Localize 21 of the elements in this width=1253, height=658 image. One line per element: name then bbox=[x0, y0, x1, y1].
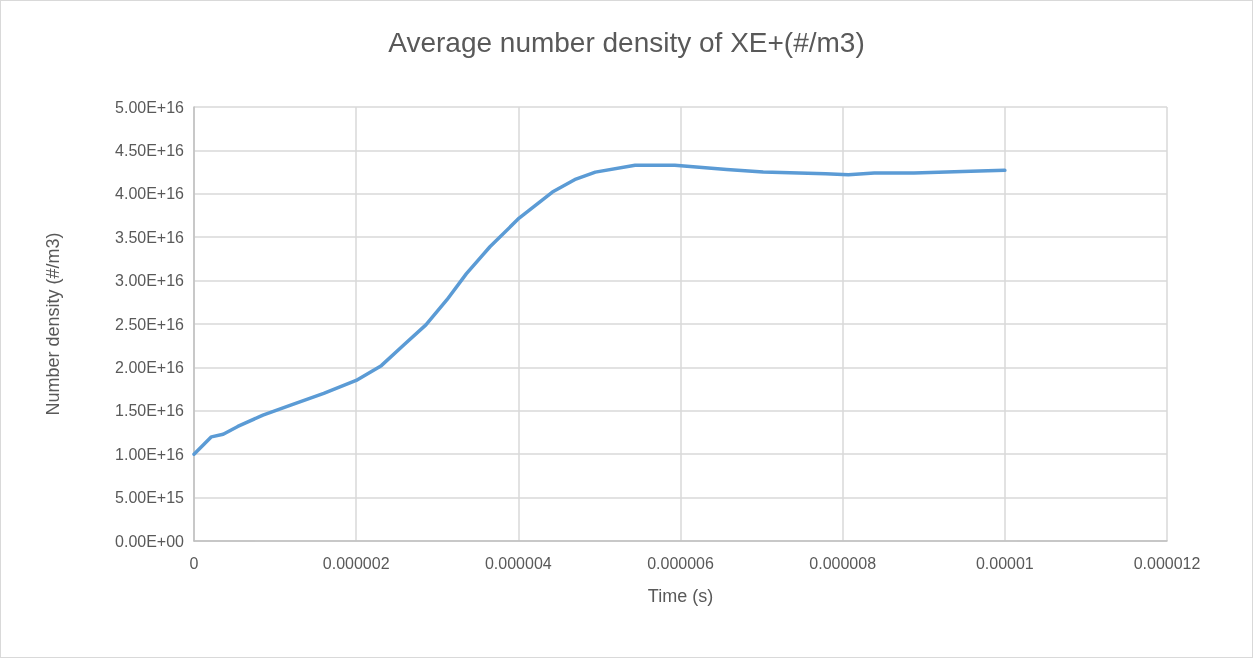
y-tick-label: 3.00E+16 bbox=[115, 272, 185, 290]
y-tick-label: 1.50E+16 bbox=[115, 402, 185, 420]
y-tick-label: 3.50E+16 bbox=[115, 228, 185, 246]
y-tick-label: 4.50E+16 bbox=[115, 141, 185, 159]
y-tick-label: 2.00E+16 bbox=[115, 358, 185, 376]
y-tick-label: 0.00E+00 bbox=[115, 532, 185, 550]
x-tick-label: 0.00001 bbox=[975, 554, 1034, 572]
y-tick-label: 1.00E+16 bbox=[115, 445, 185, 463]
y-tick-label: 4.00E+16 bbox=[115, 185, 185, 203]
x-tick-label: 0.000012 bbox=[1133, 554, 1201, 572]
x-tick-label: 0.000004 bbox=[484, 554, 552, 572]
y-tick-label: 5.00E+16 bbox=[115, 98, 185, 116]
x-tick-label: 0 bbox=[189, 554, 199, 572]
y-tick-label: 5.00E+15 bbox=[115, 489, 185, 507]
x-tick-label: 0.000002 bbox=[322, 554, 390, 572]
x-tick-label: 0.000008 bbox=[809, 554, 877, 572]
x-axis-title: Time (s) bbox=[647, 586, 714, 606]
x-tick-label: 0.000006 bbox=[647, 554, 714, 572]
y-tick-label: 2.50E+16 bbox=[115, 315, 185, 333]
y-axis-title: Number density (#/m3) bbox=[43, 232, 63, 416]
chart-title: Average number density of XE+(#/m3) bbox=[388, 26, 865, 58]
